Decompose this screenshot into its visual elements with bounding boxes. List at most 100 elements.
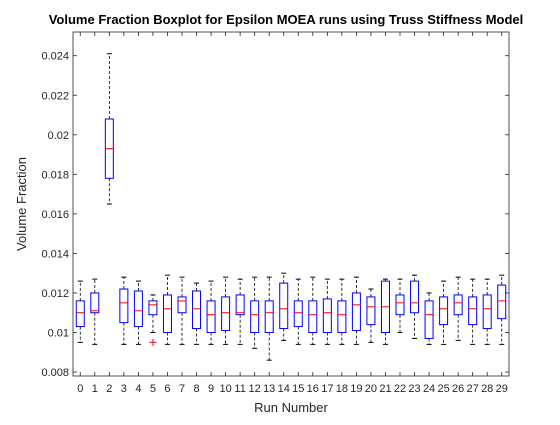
box-group-run-3 — [119, 276, 129, 345]
box-group-run-4 — [133, 280, 143, 345]
box — [148, 300, 158, 316]
box — [279, 282, 289, 330]
x-tick-label: 3 — [121, 383, 127, 395]
box — [424, 300, 434, 339]
box — [192, 290, 202, 330]
x-tick-label: 13 — [263, 383, 275, 395]
y-tick-label: 0.01 — [48, 328, 69, 340]
box-group-run-24 — [424, 292, 434, 345]
box-group-run-8 — [192, 282, 202, 345]
x-tick-label: 23 — [408, 383, 420, 395]
x-tick-label: 17 — [321, 383, 333, 395]
box — [351, 292, 361, 332]
x-tick-label: 18 — [336, 383, 348, 395]
x-tick-label: 19 — [350, 383, 362, 395]
box-group-run-9 — [206, 280, 216, 345]
box-group-run-10 — [221, 276, 231, 345]
box — [264, 300, 274, 334]
box-group-run-21 — [380, 278, 390, 345]
box — [453, 294, 463, 316]
box-group-run-15 — [293, 278, 303, 345]
box — [75, 300, 85, 328]
y-tick-label: 0.016 — [41, 209, 69, 221]
box-group-run-1 — [90, 278, 100, 345]
box — [395, 294, 405, 316]
y-tick-label: 0.022 — [41, 90, 69, 102]
x-tick-label: 14 — [278, 383, 290, 395]
box-group-run-14 — [279, 272, 289, 341]
x-tick-label: 12 — [249, 383, 261, 395]
box — [221, 296, 231, 332]
y-tick-label: 0.024 — [41, 51, 69, 63]
y-tick-label: 0.012 — [41, 288, 69, 300]
x-tick-label: 25 — [437, 383, 449, 395]
box — [119, 288, 129, 324]
box-group-run-25 — [439, 280, 449, 345]
y-tick-label: 0.018 — [41, 169, 69, 181]
x-tick-label: 4 — [135, 383, 141, 395]
x-tick-label: 5 — [150, 383, 156, 395]
box-group-run-26 — [453, 276, 463, 341]
box — [366, 296, 376, 326]
x-tick-label: 7 — [179, 383, 185, 395]
box-group-run-2 — [104, 53, 114, 205]
x-tick-label: 0 — [77, 383, 83, 395]
box-group-run-20 — [366, 288, 376, 343]
box-group-run-19 — [351, 276, 361, 345]
box-group-run-28 — [482, 278, 492, 345]
box — [322, 298, 332, 334]
box — [235, 294, 245, 316]
y-tick-label: 0.014 — [41, 248, 69, 260]
box — [439, 296, 449, 326]
box — [410, 280, 420, 314]
box-group-run-7 — [177, 276, 187, 345]
box — [206, 300, 216, 334]
x-tick-label: 9 — [208, 383, 214, 395]
box — [133, 290, 143, 328]
x-tick-label: 29 — [496, 383, 508, 395]
box-group-run-17 — [322, 278, 332, 345]
x-tick-label: 26 — [452, 383, 464, 395]
x-tick-label: 1 — [92, 383, 98, 395]
x-tick-label: 28 — [481, 383, 493, 395]
box — [468, 296, 478, 326]
x-tick-label: 6 — [164, 383, 170, 395]
outlier-marker — [149, 338, 157, 346]
box-group-run-27 — [468, 278, 478, 345]
x-tick-label: 21 — [379, 383, 391, 395]
box-group-run-6 — [162, 274, 172, 345]
x-tick-label: 22 — [394, 383, 406, 395]
chart-title: Volume Fraction Boxplot for Epsilon MOEA… — [49, 12, 524, 27]
y-axis-label: Volume Fraction — [14, 157, 29, 251]
x-tick-label: 24 — [423, 383, 435, 395]
x-tick-label: 11 — [234, 383, 245, 395]
box-group-run-0 — [75, 280, 85, 343]
x-tick-label: 10 — [219, 383, 231, 395]
y-tick-label: 0.008 — [41, 367, 69, 379]
box — [293, 300, 303, 328]
box-group-run-22 — [395, 278, 405, 334]
plot-area — [73, 32, 509, 376]
x-tick-label: 16 — [307, 383, 319, 395]
box — [162, 294, 172, 334]
box-group-run-11 — [235, 278, 245, 345]
box — [482, 294, 492, 330]
box-group-run-29 — [497, 274, 507, 345]
box — [308, 300, 318, 334]
box — [90, 292, 100, 314]
box-group-run-23 — [410, 274, 420, 339]
box — [497, 284, 507, 320]
x-tick-label: 20 — [365, 383, 377, 395]
x-tick-label: 2 — [106, 383, 112, 395]
box — [337, 300, 347, 334]
axes-box — [72, 31, 510, 377]
x-tick-label: 8 — [193, 383, 199, 395]
box — [250, 300, 260, 334]
box-group-run-5 — [148, 294, 158, 346]
box-group-run-18 — [337, 278, 347, 345]
x-tick-label: 27 — [467, 383, 479, 395]
x-tick-label: 15 — [292, 383, 304, 395]
axes: 0.008 0.01 0.012 0.014 0.016 0.018 0.02 0.022 0.… — [41, 31, 510, 395]
